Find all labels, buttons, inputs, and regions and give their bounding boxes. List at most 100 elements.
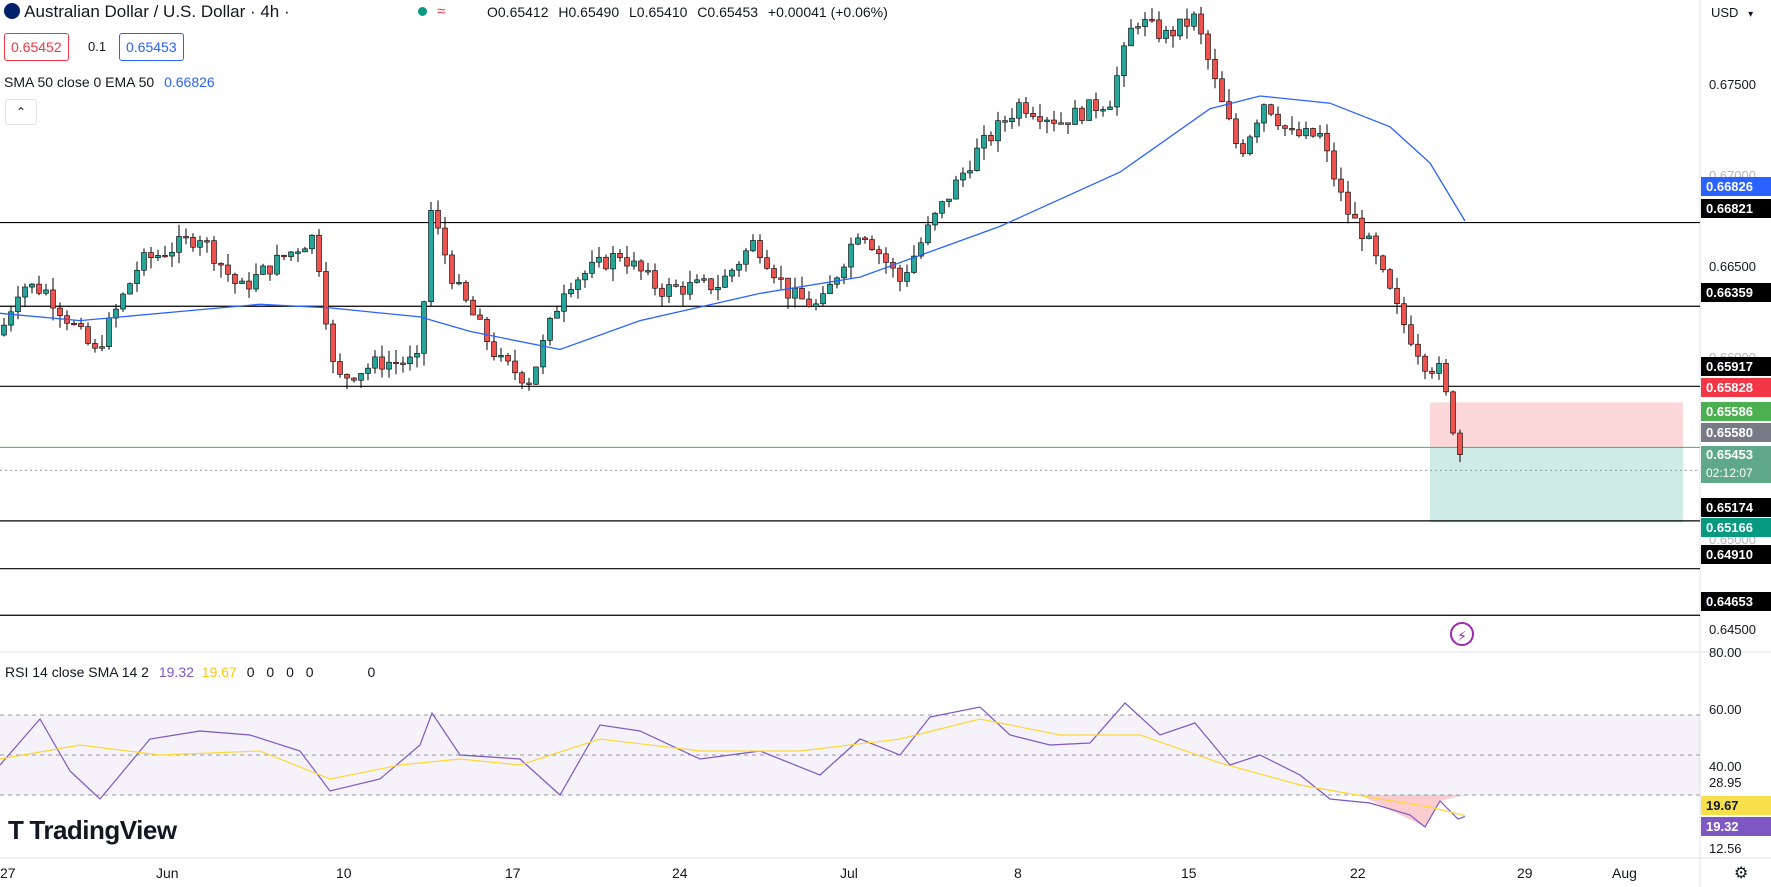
candle-body — [1408, 324, 1414, 345]
sma50-line — [0, 95, 1466, 351]
buy-button[interactable]: 0.65453 — [119, 33, 184, 61]
candle-body — [456, 282, 462, 285]
candle-body — [1289, 128, 1295, 131]
candle-body — [645, 270, 651, 273]
candle-body — [827, 283, 833, 294]
candle-body — [407, 356, 413, 365]
candle-body — [211, 240, 217, 264]
indicator-label: SMA 50 close 0 EMA 50 — [4, 74, 155, 90]
candle-body — [22, 286, 28, 298]
candle-body — [1443, 363, 1449, 393]
level-price-label: 0.65917 — [1701, 357, 1771, 376]
tradingview-logo[interactable]: T TradingView — [8, 815, 177, 846]
last-price-value: 0.65453 — [1706, 447, 1753, 462]
candle-body — [561, 293, 567, 312]
candle-body — [379, 356, 385, 370]
level-price-label: 0.65174 — [1701, 498, 1771, 517]
candle-body — [1233, 118, 1239, 144]
candle-body — [1247, 136, 1253, 155]
lightning-icon[interactable]: ⚡ — [1450, 622, 1474, 646]
candle-body — [1128, 27, 1134, 47]
candle-body — [295, 251, 301, 254]
indicator-legend[interactable]: SMA 50 close 0 EMA 50 0.66826 — [4, 74, 215, 90]
status-indicator[interactable]: ≈ — [418, 3, 445, 20]
candle-body — [50, 289, 56, 309]
rsi-label: RSI 14 close SMA 14 2 — [5, 664, 149, 680]
spread-value: 0.1 — [88, 39, 107, 54]
ohlc-close: C0.65453 — [697, 4, 759, 20]
countdown-timer: 02:12:07 — [1706, 466, 1753, 480]
candle-body — [1394, 287, 1400, 305]
candle-body — [687, 282, 693, 295]
candle-body — [1366, 235, 1372, 239]
candle-body — [365, 367, 371, 374]
market-open-dot-icon — [418, 7, 427, 16]
candle-body — [113, 308, 119, 319]
date-tick: Jun — [156, 865, 179, 881]
date-tick: 10 — [336, 865, 352, 881]
stop-zone — [1430, 402, 1683, 448]
date-tick: 24 — [672, 865, 688, 881]
candle-body — [1086, 99, 1092, 121]
candle-body — [155, 255, 161, 259]
candle-body — [1373, 235, 1379, 257]
candle-body — [1121, 45, 1127, 76]
price-tick: 0.67500 — [1709, 77, 1756, 92]
candle-body — [1100, 109, 1106, 112]
candle-body — [589, 261, 595, 274]
candle-body — [1009, 117, 1015, 122]
rsi-sma-label: 19.67 — [1701, 796, 1771, 815]
rsi-sma-line — [0, 718, 1466, 817]
candle-body — [743, 250, 749, 265]
candle-body — [372, 356, 378, 369]
rsi-legend[interactable]: RSI 14 close SMA 14 2 19.32 19.67 0 0 0 … — [5, 664, 375, 680]
candle-body — [1359, 217, 1365, 239]
candle-body — [204, 240, 210, 243]
candle-body — [92, 343, 98, 349]
candle-body — [302, 248, 308, 253]
candle-body — [1261, 104, 1267, 124]
candle-body — [659, 287, 665, 297]
settings-gear-icon[interactable]: ⚙ — [1734, 865, 1749, 882]
candle-body — [1065, 122, 1071, 125]
currency-selector[interactable]: USD ▾ — [1701, 0, 1771, 26]
candle-body — [1093, 99, 1099, 111]
chevron-up-icon[interactable]: ⌃ — [5, 99, 37, 125]
sell-button[interactable]: 0.65452 — [4, 33, 69, 61]
candle-body — [428, 210, 434, 303]
candle-body — [218, 263, 224, 266]
candle-body — [36, 283, 42, 294]
candle-body — [988, 135, 994, 142]
high-price-label: 0.65586 — [1701, 402, 1771, 421]
candle-body — [1219, 78, 1225, 102]
candle-body — [526, 382, 532, 385]
candle-body — [225, 264, 231, 275]
candle-body — [141, 252, 147, 271]
candle-body — [1135, 26, 1141, 29]
candle-body — [1331, 150, 1337, 180]
candle-body — [1415, 343, 1421, 357]
ohlc-readout: O0.65412 H0.65490 L0.65410 C0.65453 +0.0… — [487, 4, 894, 20]
candle-body — [862, 237, 868, 240]
target-zone — [1430, 447, 1683, 523]
candle-body — [771, 268, 777, 279]
candle-body — [617, 253, 623, 258]
candle-body — [134, 269, 140, 284]
symbol-header[interactable]: Australian Dollar / U.S. Dollar · 4h · — [4, 2, 290, 22]
candle-body — [1198, 13, 1204, 35]
entry-price-label: 0.65580 — [1701, 423, 1771, 442]
candle-body — [1114, 75, 1120, 108]
candle-body — [911, 255, 917, 273]
rsi-sma-value: 19.67 — [201, 664, 237, 680]
candle-body — [1429, 370, 1435, 374]
candle-body — [666, 284, 672, 297]
candle-body — [106, 317, 112, 347]
candle-body — [393, 361, 399, 365]
rsi-extra: 0 — [246, 664, 255, 680]
candle-body — [848, 243, 854, 268]
candle-body — [946, 198, 952, 202]
candle-body — [540, 340, 546, 368]
candle-body — [1184, 18, 1190, 27]
candle-body — [1457, 432, 1463, 455]
